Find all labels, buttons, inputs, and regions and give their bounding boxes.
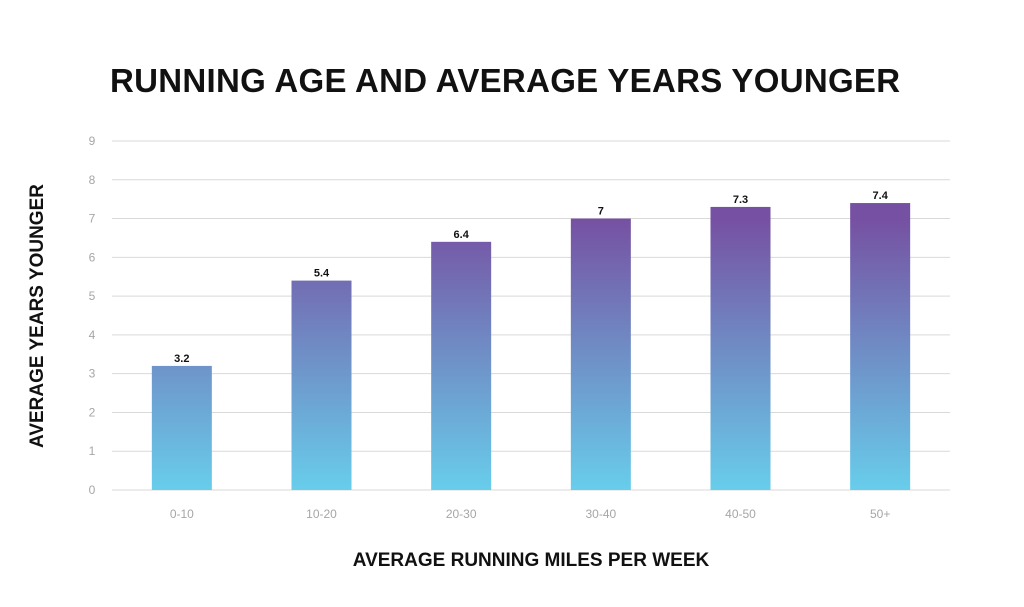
y-tick-labels: 0 1 2 3 4 5 6 7 8 9	[89, 134, 96, 497]
x-tick-label: 50+	[870, 507, 890, 521]
x-tick-label: 10-20	[306, 507, 337, 521]
bar-20-30	[431, 241, 492, 490]
y-tick-label: 7	[89, 212, 96, 226]
x-tick-label: 40-50	[725, 507, 756, 521]
data-label: 3.2	[174, 353, 189, 365]
x-tick-label: 20-30	[446, 507, 477, 521]
data-label: 7.3	[733, 194, 748, 206]
x-tick-label: 30-40	[585, 507, 616, 521]
data-label: 6.4	[454, 229, 470, 241]
bars	[151, 203, 911, 491]
bar-50+	[850, 203, 911, 491]
gridlines	[112, 140, 950, 491]
y-tick-label: 9	[89, 134, 96, 148]
bar-0-10	[151, 365, 212, 490]
y-tick-label: 6	[89, 250, 96, 264]
y-tick-label: 4	[89, 328, 96, 342]
bar-30-40	[570, 218, 631, 491]
y-tick-label: 0	[89, 483, 96, 497]
data-label: 7.4	[873, 190, 889, 202]
x-tick-labels: 0-10 10-20 20-30 30-40 40-50 50+	[170, 507, 891, 521]
bar-40-50	[710, 206, 771, 490]
data-label: 7	[598, 206, 604, 218]
x-axis-label: AVERAGE RUNNING MILES PER WEEK	[352, 550, 710, 571]
chart-title: RUNNING AGE AND AVERAGE YEARS YOUNGER	[110, 62, 901, 99]
bar-10-20	[291, 280, 352, 490]
y-tick-label: 2	[89, 405, 96, 419]
y-tick-label: 3	[89, 367, 96, 381]
y-tick-label: 8	[89, 173, 96, 187]
y-tick-label: 1	[89, 444, 96, 458]
data-label: 5.4	[314, 268, 330, 280]
data-labels: 3.2 5.4 6.4 7 7.3 7.4	[174, 190, 889, 365]
x-tick-label: 0-10	[170, 507, 194, 521]
y-tick-label: 5	[89, 289, 96, 303]
